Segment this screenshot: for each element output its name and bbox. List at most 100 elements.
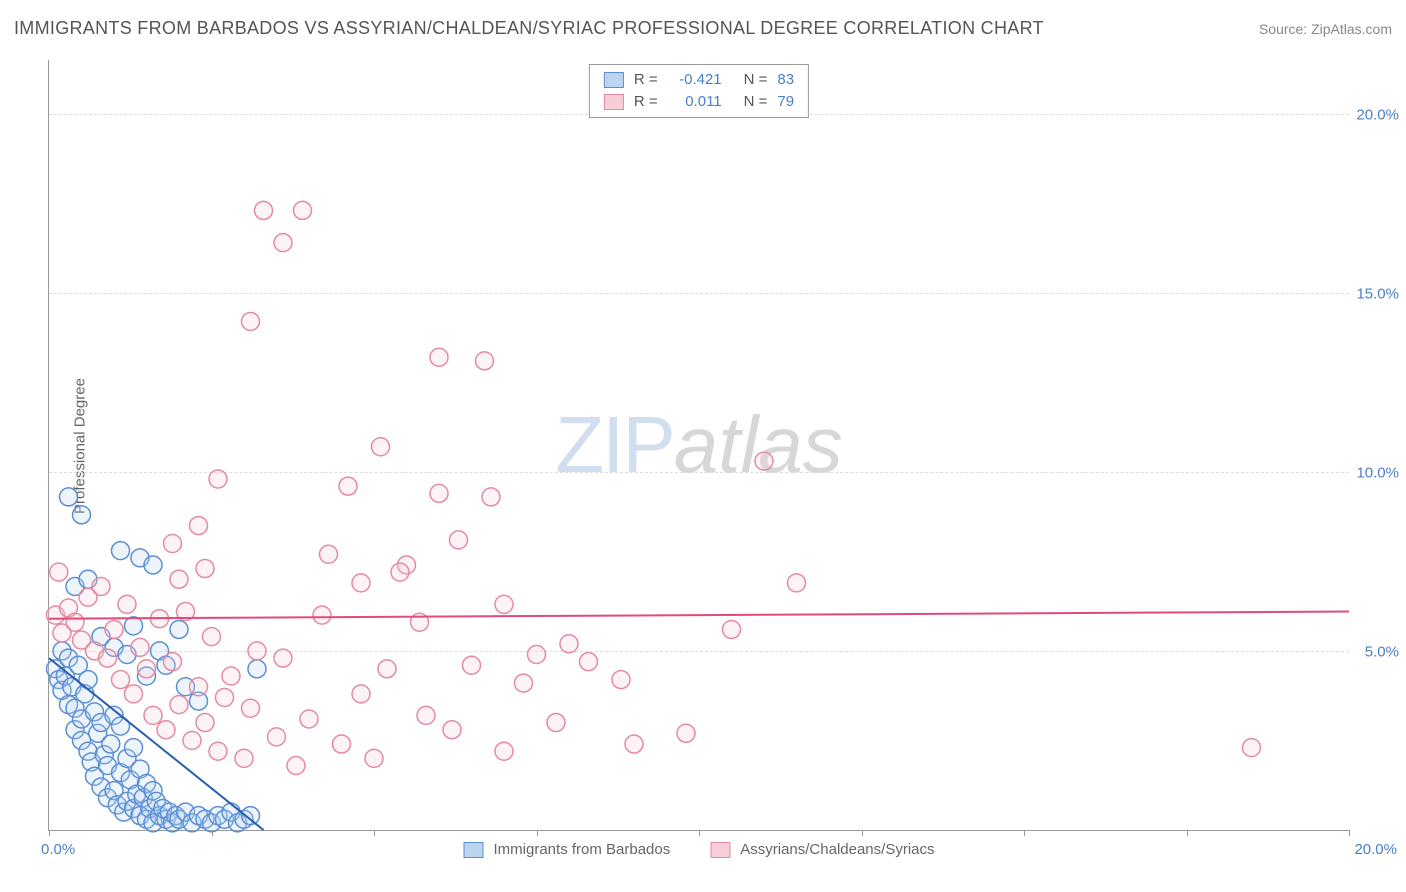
chart-title: IMMIGRANTS FROM BARBADOS VS ASSYRIAN/CHA… (14, 18, 1044, 39)
trend-line (49, 612, 1349, 619)
data-point (495, 742, 513, 760)
data-point (313, 606, 331, 624)
x-tick (212, 830, 213, 836)
x-tick (1187, 830, 1188, 836)
legend-bottom-item: Assyrians/Chaldeans/Syriacs (710, 841, 934, 858)
data-point (50, 563, 68, 581)
legend-swatch (710, 842, 730, 858)
y-tick-label: 20.0% (1356, 106, 1399, 123)
data-point (99, 649, 117, 667)
data-point (209, 470, 227, 488)
data-point (209, 742, 227, 760)
data-point (625, 735, 643, 753)
legend-swatch (464, 842, 484, 858)
data-point (528, 646, 546, 664)
data-point (164, 534, 182, 552)
data-point (157, 721, 175, 739)
data-point (102, 735, 120, 753)
data-point (196, 714, 214, 732)
data-point (287, 757, 305, 775)
legend-top: R =-0.421N =83R =0.011N =79 (589, 64, 809, 118)
data-point (60, 488, 78, 506)
data-point (788, 574, 806, 592)
data-point (333, 735, 351, 753)
data-point (118, 595, 136, 613)
y-tick-label: 10.0% (1356, 464, 1399, 481)
legend-r-value: -0.421 (668, 69, 722, 91)
legend-n-value: 79 (777, 91, 794, 113)
data-point (560, 635, 578, 653)
data-point (79, 671, 97, 689)
data-point (190, 678, 208, 696)
data-point (170, 696, 188, 714)
data-point (203, 628, 221, 646)
x-tick (1024, 830, 1025, 836)
data-point (300, 710, 318, 728)
data-point (378, 660, 396, 678)
data-point (216, 688, 234, 706)
data-point (125, 685, 143, 703)
data-point (242, 699, 260, 717)
x-tick (374, 830, 375, 836)
data-point (463, 656, 481, 674)
data-point (365, 749, 383, 767)
legend-r-label: R = (634, 69, 658, 91)
legend-bottom-item: Immigrants from Barbados (464, 841, 671, 858)
data-point (495, 595, 513, 613)
data-point (125, 739, 143, 757)
y-tick-label: 5.0% (1365, 643, 1399, 660)
x-tick (862, 830, 863, 836)
data-point (430, 348, 448, 366)
data-point (248, 642, 266, 660)
data-point (417, 706, 435, 724)
x-tick (699, 830, 700, 836)
legend-series-label: Assyrians/Chaldeans/Syriacs (740, 841, 934, 858)
source-label: Source: ZipAtlas.com (1259, 21, 1392, 37)
data-point (235, 749, 253, 767)
title-bar: IMMIGRANTS FROM BARBADOS VS ASSYRIAN/CHA… (14, 18, 1392, 39)
data-point (73, 506, 91, 524)
data-point (443, 721, 461, 739)
legend-swatch (604, 94, 624, 110)
data-point (372, 438, 390, 456)
legend-bottom: Immigrants from Barbados Assyrians/Chalde… (464, 841, 935, 858)
data-point (476, 352, 494, 370)
data-point (755, 452, 773, 470)
data-point (580, 653, 598, 671)
data-point (196, 560, 214, 578)
data-point (66, 613, 84, 631)
data-point (723, 620, 741, 638)
data-point (515, 674, 533, 692)
data-point (92, 577, 110, 595)
data-point (430, 484, 448, 502)
x-tick (1349, 830, 1350, 836)
legend-swatch (604, 72, 624, 88)
data-point (274, 649, 292, 667)
data-point (190, 517, 208, 535)
data-point (112, 542, 130, 560)
data-point (164, 653, 182, 671)
plot-area: ZIPatlas 5.0%10.0%15.0%20.0% R =-0.421N … (48, 60, 1349, 831)
data-point (125, 617, 143, 635)
legend-series-label: Immigrants from Barbados (494, 841, 671, 858)
data-point (482, 488, 500, 506)
data-point (144, 556, 162, 574)
data-point (547, 714, 565, 732)
data-point (677, 724, 695, 742)
legend-r-value: 0.011 (668, 91, 722, 113)
data-point (339, 477, 357, 495)
scatter-svg (49, 60, 1349, 830)
data-point (170, 570, 188, 588)
data-point (268, 728, 286, 746)
x-tick (49, 830, 50, 836)
data-point (170, 620, 188, 638)
data-point (138, 660, 156, 678)
data-point (320, 545, 338, 563)
x-axis-min-label: 0.0% (41, 841, 75, 858)
legend-top-row: R =-0.421N =83 (604, 69, 794, 91)
legend-top-row: R =0.011N =79 (604, 91, 794, 113)
data-point (105, 620, 123, 638)
legend-n-label: N = (744, 91, 768, 113)
data-point (294, 201, 312, 219)
x-tick (537, 830, 538, 836)
